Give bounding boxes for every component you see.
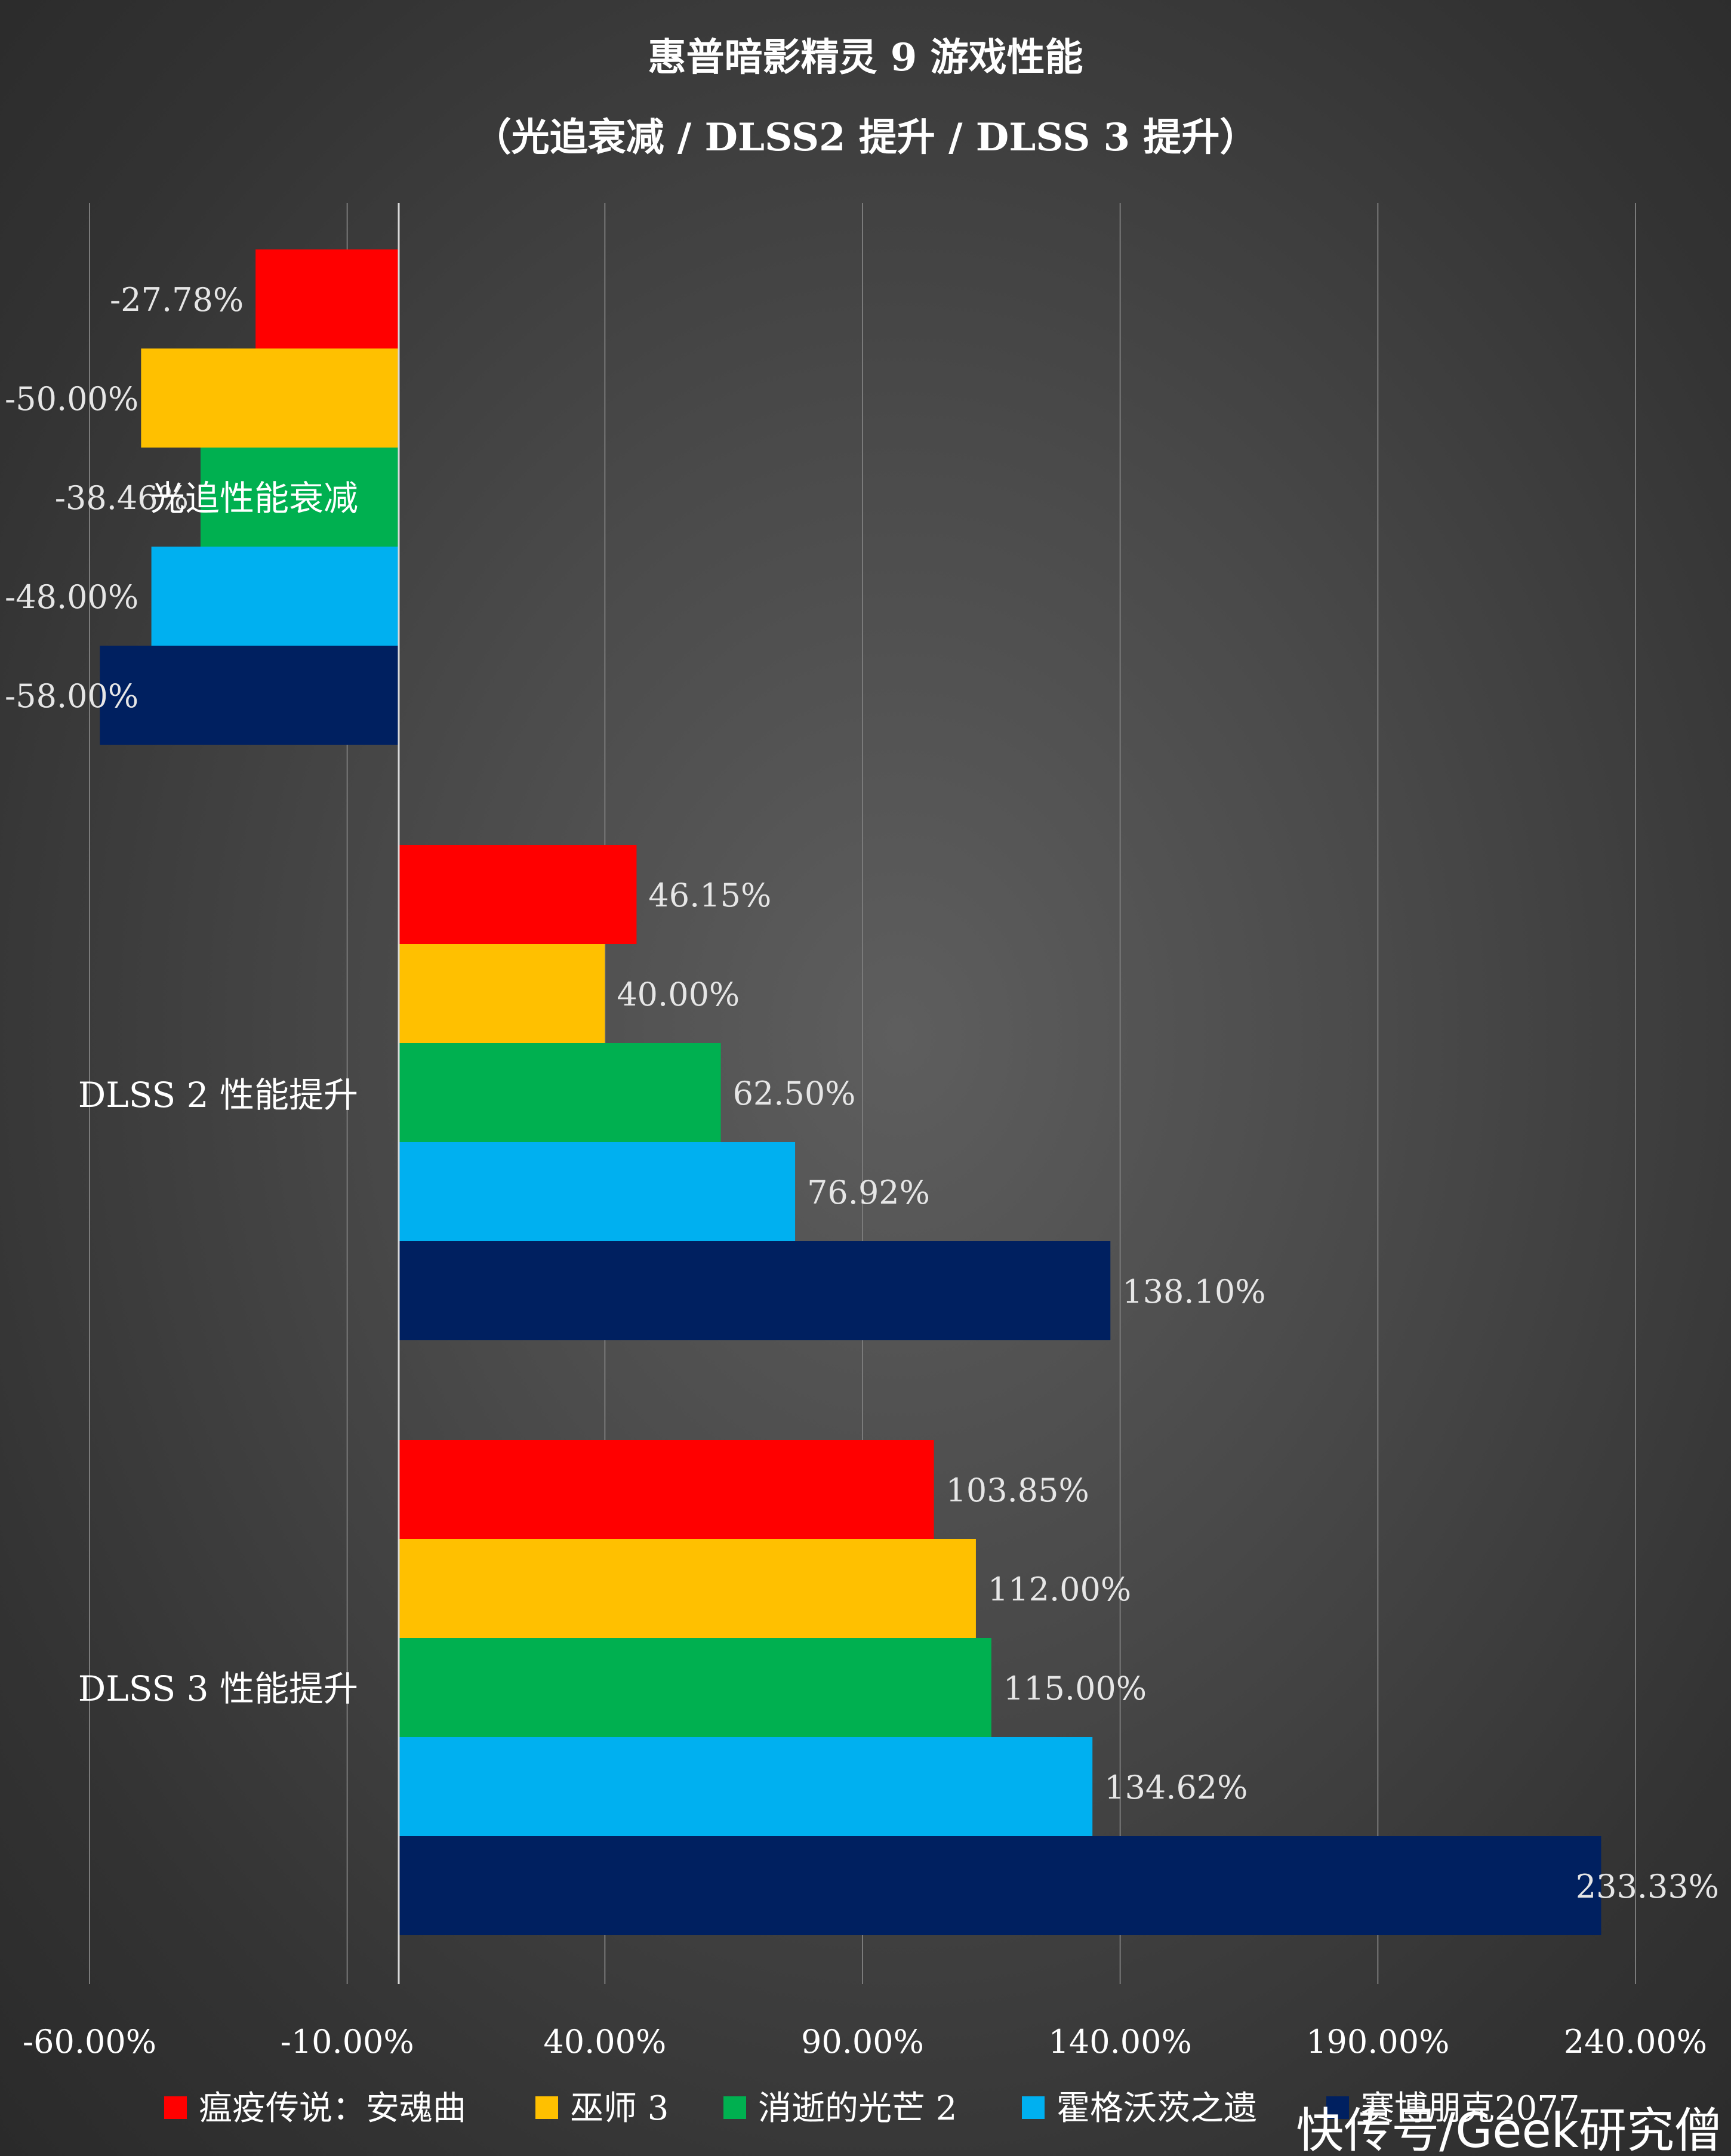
data-label: 138.10%: [1122, 1273, 1265, 1310]
legend-label: 赛博朋克2077: [1361, 2089, 1580, 2128]
bar: [399, 1241, 1111, 1340]
data-label: -27.78%: [110, 281, 244, 319]
x-tick-label: 190.00%: [1306, 2023, 1449, 2061]
x-tick-label: 240.00%: [1564, 2023, 1707, 2061]
legend-label: 消逝的光芒 2: [758, 2089, 957, 2128]
data-label: -48.00%: [5, 578, 138, 616]
legend-swatch: [1022, 2096, 1045, 2119]
data-label: 46.15%: [648, 877, 771, 914]
legend: 瘟疫传说：安魂曲 巫师 3 消逝的光芒 2 霍格沃茨之遗 赛博朋克2077: [164, 2089, 1580, 2128]
legend-swatch: [723, 2096, 746, 2119]
legend-label: 霍格沃茨之遗: [1057, 2089, 1257, 2128]
bar: [399, 1142, 796, 1241]
x-tick-label: 40.00%: [543, 2023, 666, 2061]
bars: [100, 249, 1601, 1935]
data-label: -38.46%: [55, 479, 189, 517]
watermark: 快传号/Geek研究僧: [1296, 2103, 1722, 2156]
bar: [399, 1836, 1601, 1935]
bar: [399, 1737, 1093, 1836]
data-label: 233.33%: [1576, 1868, 1719, 1905]
bar: [399, 1539, 976, 1638]
data-label: 134.62%: [1104, 1769, 1248, 1806]
bar: [399, 845, 637, 944]
data-label: -50.00%: [5, 380, 138, 418]
bar: [399, 1043, 721, 1142]
bar: [399, 1638, 991, 1737]
bar: [255, 249, 399, 348]
legend-label: 巫师 3: [570, 2089, 669, 2128]
legend-swatch: [1326, 2096, 1349, 2119]
bar: [399, 944, 605, 1043]
bar: [151, 547, 399, 646]
x-tick-label: 140.00%: [1049, 2023, 1192, 2061]
chart-title: 惠普暗影精灵 9 游戏性能: [648, 35, 1083, 80]
data-label: 62.50%: [733, 1075, 856, 1112]
data-label: 115.00%: [1003, 1670, 1147, 1707]
data-label: 40.00%: [617, 976, 740, 1013]
x-tick-label: -60.00%: [23, 2023, 156, 2061]
bar: [141, 348, 399, 448]
bar: [399, 1440, 934, 1539]
data-label: 76.92%: [807, 1174, 930, 1211]
category-label: DLSS 2 性能提升: [78, 1075, 358, 1115]
category-label: 光追性能衰减: [150, 478, 358, 519]
x-tick-label: 90.00%: [801, 2023, 924, 2061]
data-labels: -27.78% -50.00% -38.46% -48.00% -58.00% 46.15…: [5, 281, 1719, 1905]
legend-label: 瘟疫传说：安魂曲: [199, 2089, 466, 2128]
chart-subtitle: （光追衰减 / DLSS2 提升 / DLSS 3 提升）: [473, 115, 1258, 160]
category-label: DLSS 3 性能提升: [78, 1668, 358, 1709]
x-axis-ticks: -60.00% -10.00% 40.00% 90.00% 140.00% 190.00%…: [23, 2023, 1707, 2061]
legend-swatch: [535, 2096, 558, 2119]
data-label: -58.00%: [5, 677, 138, 715]
data-label: 112.00%: [988, 1571, 1131, 1608]
legend-swatch: [164, 2096, 187, 2119]
bar: [100, 646, 399, 745]
x-tick-label: -10.00%: [281, 2023, 414, 2061]
bar: [200, 448, 399, 547]
data-label: 103.85%: [946, 1472, 1089, 1509]
category-labels: 光追性能衰减 DLSS 2 性能提升 DLSS 3 性能提升: [78, 478, 358, 1709]
